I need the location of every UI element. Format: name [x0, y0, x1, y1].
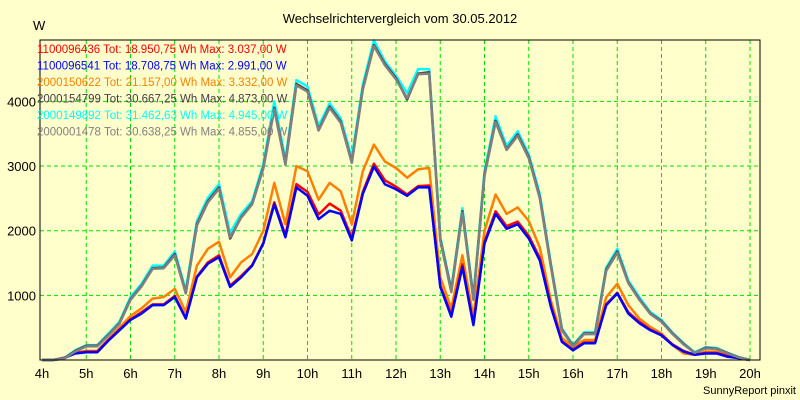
- x-tick-label: 13h: [429, 366, 451, 381]
- series-lines: [42, 39, 751, 362]
- legend-entry: 2000149892 Tot: 31.462,63 Wh Max: 4.945,…: [37, 110, 288, 122]
- series-line-2000001478: [42, 44, 751, 362]
- x-tick-label: 9h: [256, 366, 270, 381]
- series-line-1100096541: [42, 165, 751, 362]
- x-tick-label: 6h: [123, 366, 137, 381]
- x-tick-label: 14h: [474, 366, 496, 381]
- footer-credit: SunnyReport pinxit: [703, 385, 796, 397]
- x-tick-label: 10h: [297, 366, 319, 381]
- legend-entry: 2000150622 Tot: 21.157,00 Wh Max: 3.332,…: [37, 77, 288, 89]
- legend-entry: 1100096541 Tot: 18.708,75 Wh Max: 2.991,…: [37, 61, 287, 73]
- grid: [40, 40, 760, 360]
- x-tick-labels: 4h 5h 6h 7h 8h 9h 10h 11h 12h 13h 14h 15h 16h 17h 18h 1…: [35, 366, 761, 381]
- x-tick-label: 20h: [739, 366, 761, 381]
- y-axis-label: W: [33, 18, 46, 33]
- x-tick-label: 15h: [518, 366, 540, 381]
- chart-title: Wechselrichtervergleich vom 30.05.2012: [283, 11, 518, 26]
- y-tick-label: 2000: [7, 224, 36, 239]
- x-tick-label: 4h: [35, 366, 49, 381]
- x-tick-label: 19h: [695, 366, 717, 381]
- x-tick-label: 17h: [606, 366, 628, 381]
- series-line-2000150622: [42, 143, 751, 362]
- x-tick-label: 8h: [212, 366, 226, 381]
- legend-entry: 2000001478 Tot: 30.638,25 Wh Max: 4.855,…: [37, 127, 288, 139]
- x-tick-label: 7h: [168, 366, 182, 381]
- y-tick-label: 4000: [7, 94, 36, 109]
- x-tick-label: 18h: [651, 366, 673, 381]
- y-tick-label: 3000: [7, 159, 36, 174]
- plot-frame: [39, 39, 761, 361]
- legend-entry: 1100096436 Tot: 18.950,75 Wh Max: 3.037,…: [37, 44, 287, 56]
- x-tick-label: 11h: [341, 366, 362, 381]
- x-tick-label: 16h: [562, 366, 584, 381]
- y-tick-label: 1000: [7, 288, 36, 303]
- x-tick-label: 5h: [79, 366, 93, 381]
- x-tick-label: 12h: [385, 366, 407, 381]
- legend: 1100096436 Tot: 18.950,75 Wh Max: 3.037,…: [37, 44, 288, 139]
- legend-entry: 2000154799 Tot: 30.667,25 Wh Max: 4.873,…: [37, 94, 288, 106]
- y-tick-labels: 1000 2000 3000 4000: [7, 94, 36, 303]
